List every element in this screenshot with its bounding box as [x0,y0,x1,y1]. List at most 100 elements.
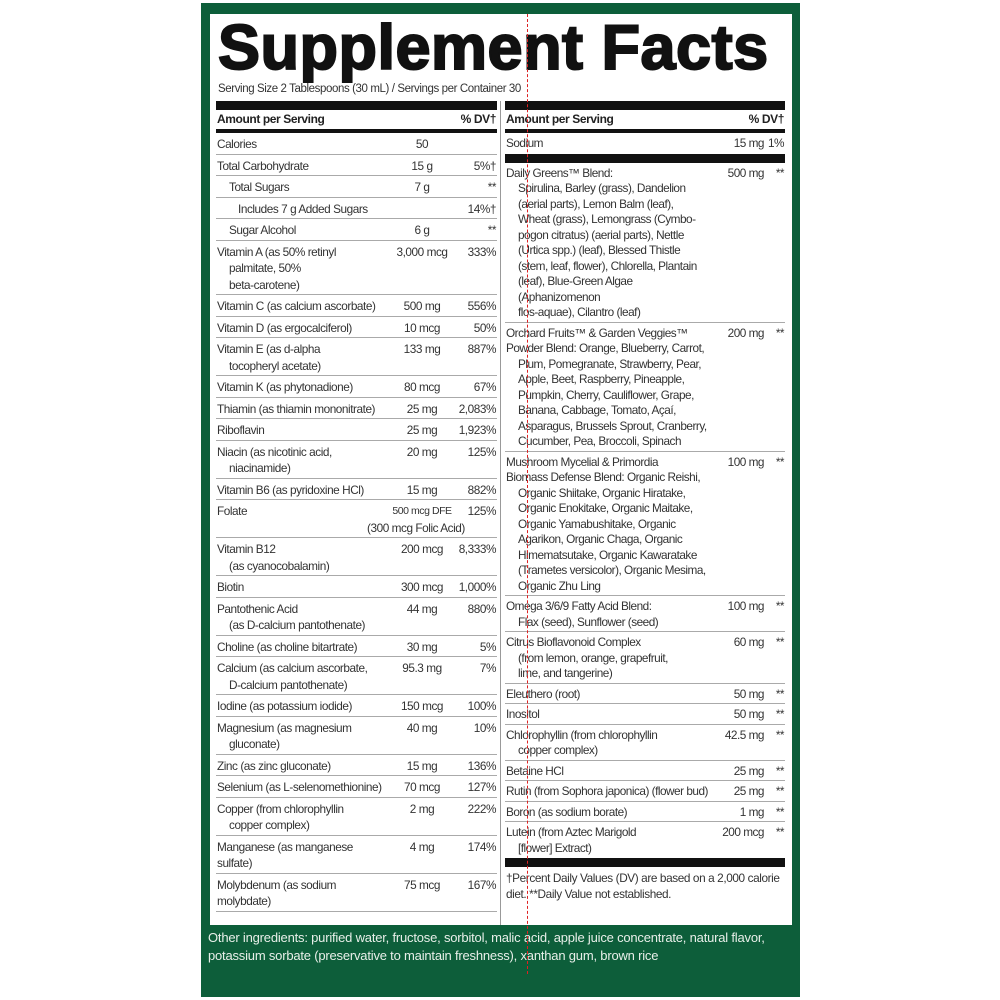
nutrient-name-line: Omega 3/6/9 Fatty Acid Blend: [506,599,652,613]
nutrient-amount: 3,000 mcg [396,244,448,259]
nutrient-name-line: Betaine HCl [506,763,564,778]
nutrient-name-line: lime, and tangerine) [518,666,613,680]
nutrient-name-line: Orchard Fruits™ & Garden Veggies™ [506,325,688,340]
nutrient-row: Omega 3/6/9 Fatty Acid Blend: Flax (seed)… [505,596,785,632]
nutrient-name-line: Thiamin (as thiamin mononitrate) [217,401,376,416]
nutrient-name-line: (Urtica spp.) (leaf), Blessed Thistle [518,243,681,257]
supplement-facts-panel: Supplement Facts Serving Size 2 Tablespo… [210,14,792,925]
nutrient-amount: 4 mg [409,839,435,854]
nutrient-amount: 40 mg [406,720,438,735]
nutrient-name-line: Vitamin E (as d-alpha [217,342,321,356]
nutrient-dv: 7% [479,661,497,675]
nutrient-dv: 167% [467,877,497,892]
nutrient-name: Inositol [506,707,708,723]
nutrient-name: Calories [217,136,390,153]
nutrient-dv: 125% [467,444,497,459]
nutrient-name: Molybdenum (as sodium molybdate) [217,877,390,910]
left-column: Amount per Serving % DV† Calories 50 Total… [216,101,497,912]
nutrient-name-line: Agarikon, Organic Chaga, Organic [518,532,683,546]
nutrient-row: Biotin 300 mcg 1,000% [216,576,497,598]
nutrient-name: Vitamin B12 (as cyanocobalamin) [217,541,390,574]
nutrient-dv: ** [775,599,785,613]
nutrient-dv: ** [775,784,785,798]
nutrient-name-line: Vitamin A (as 50% retinyl [217,244,337,259]
nutrient-row: Choline (as choline bitartrate) 30 mg 5% [216,636,497,657]
nutrient-dv: 125% [467,504,497,518]
nutrient-row: Betaine HCl 25 mg ** [505,761,785,781]
nutrient-name-line: Organic Zhu Ling [518,578,601,593]
nutrient-name-line: Inositol [506,707,540,721]
footnote: †Percent Daily Values (DV) are based on … [506,871,780,901]
nutrient-dv: 5% [479,639,497,654]
nutrient-name: Sugar Alcohol [217,222,390,239]
nutrient-amount: 20 mg [406,444,438,459]
nutrient-name: Magnesium (as magnesium gluconate) [217,720,390,753]
nutrient-row: Folate 500 mcg DFE 125% (300 mcg Folic Acid… [216,500,497,538]
nutrient-name-line: Magnesium (as magnesium [217,720,352,735]
nutrient-name-line: Biotin [217,580,244,594]
nutrient-name-line: Calcium (as calcium ascorbate, [217,661,368,675]
nutrient-amount: 300 mcg [400,580,444,594]
nutrient-amount: 100 mg [727,454,765,469]
nutrient-row: Magnesium (as magnesium gluconate) 40 mg 10… [216,717,497,755]
nutrient-amount: 15 mg [406,482,438,497]
nutrient-name-line: niacinamide) [229,461,291,475]
nutrient-amount: 70 mcg [404,780,440,794]
nutrient-amount: 42.5 mg [724,727,765,742]
nutrient-amount: 50 [415,137,429,151]
nutrient-name: Pantothenic Acid (as D-calcium pantothena… [217,601,390,634]
nutrient-name-line: Powder Blend: Orange, Blueberry, Carrot, [506,341,705,355]
nutrient-amount: 50 mg [733,686,765,701]
nutrient-dv: ** [775,635,785,649]
nutrient-name: Chlorophyllin (from chlorophyllin copper … [506,728,708,759]
nutrient-name: Citrus Bioflavonoid Complex (from lemon, … [506,635,708,682]
nutrient-row: Thiamin (as thiamin mononitrate) 25 mg 2,0… [216,398,497,419]
nutrient-name: Daily Greens™ Blend: Spirulina, Barley (g… [506,166,708,321]
nutrient-name: Vitamin K (as phytonadione) [217,379,390,396]
nutrient-name-line: Biomass Defense Blend: Organic Reishi, [506,470,701,484]
nutrient-row: Total Sugars 7 g ** [216,176,497,198]
nutrient-row: Selenium (as L-selenomethionine) 70 mcg 12… [216,776,497,798]
other-ingredients: Other ingredients: purified water, fruct… [208,930,765,963]
nutrient-name-line: Organic Shiitake, Organic Hiratake, [518,485,686,500]
nutrient-dv: 136% [467,758,497,773]
nutrient-name-line: Pantothenic Acid [217,601,298,616]
nutrient-amount: 60 mg [733,635,765,649]
nutrient-amount: 44 mg [406,601,438,616]
nutrient-name-line: Asparagus, Brussels Sprout, Cranberry, [518,418,707,433]
nutrient-name-line: (as D-calcium pantothenate) [229,618,366,632]
nutrient-row: Sodium 15 mg 1% [505,133,785,153]
nutrient-row: Manganese (as manganese sulfate) 4 mg 174% [216,836,497,874]
nutrient-row: Iodine (as potassium iodide) 150 mcg 100% [216,695,497,717]
nutrient-name-line: flos-aquae), Cilantro (leaf) [518,305,641,319]
nutrient-dv: 174% [467,839,497,854]
nutrient-amount: 150 mcg [400,699,444,713]
header-rule [505,129,785,133]
header-bar [505,101,785,110]
nutrient-name: Total Carbohydrate [217,158,390,175]
nutrient-row: Molybdenum (as sodium molybdate) 75 mcg 16… [216,874,497,912]
nutrient-name-line: Lutein (from Aztec Marigold [506,825,637,839]
header-rule [216,129,497,133]
dv-header: % DV† [460,112,497,126]
nutrient-name-line: Citrus Bioflavonoid Complex [506,635,641,649]
nutrient-name-line: Folate [217,504,248,518]
nutrient-amount: 95.3 mg [402,661,442,675]
nutrient-name: Iodine (as potassium iodide) [217,698,390,715]
nutrient-name-line: Chlorophyllin (from chlorophyllin [506,727,658,742]
nutrient-name: Lutein (from Aztec Marigold [flower] Extr… [506,825,708,856]
right-column: Amount per Serving % DV† Sodium 15 mg 1% D… [505,101,785,905]
nutrient-row: Boron (as sodium borate) 1 mg ** [505,802,785,822]
nutrient-name-line: Calories [217,137,257,151]
nutrient-name-line: Total Carbohydrate [217,158,309,173]
nutrient-name: Mushroom Mycelial & Primordia Biomass Def… [506,455,708,595]
nutrient-name: Sodium [506,136,708,152]
nutrient-name-line: Total Sugars [229,180,290,194]
nutrient-name-line: (as cyanocobalamin) [229,558,330,573]
nutrient-name-line: Riboflavin [217,423,265,437]
nutrient-dv: 2,083% [458,401,497,416]
nutrient-row: Orchard Fruits™ & Garden Veggies™ Powder … [505,323,785,452]
nutrient-name: Choline (as choline bitartrate) [217,639,390,656]
nutrient-amount: 25 mg [733,763,765,778]
sodium-row: Sodium 15 mg 1% [505,133,785,153]
